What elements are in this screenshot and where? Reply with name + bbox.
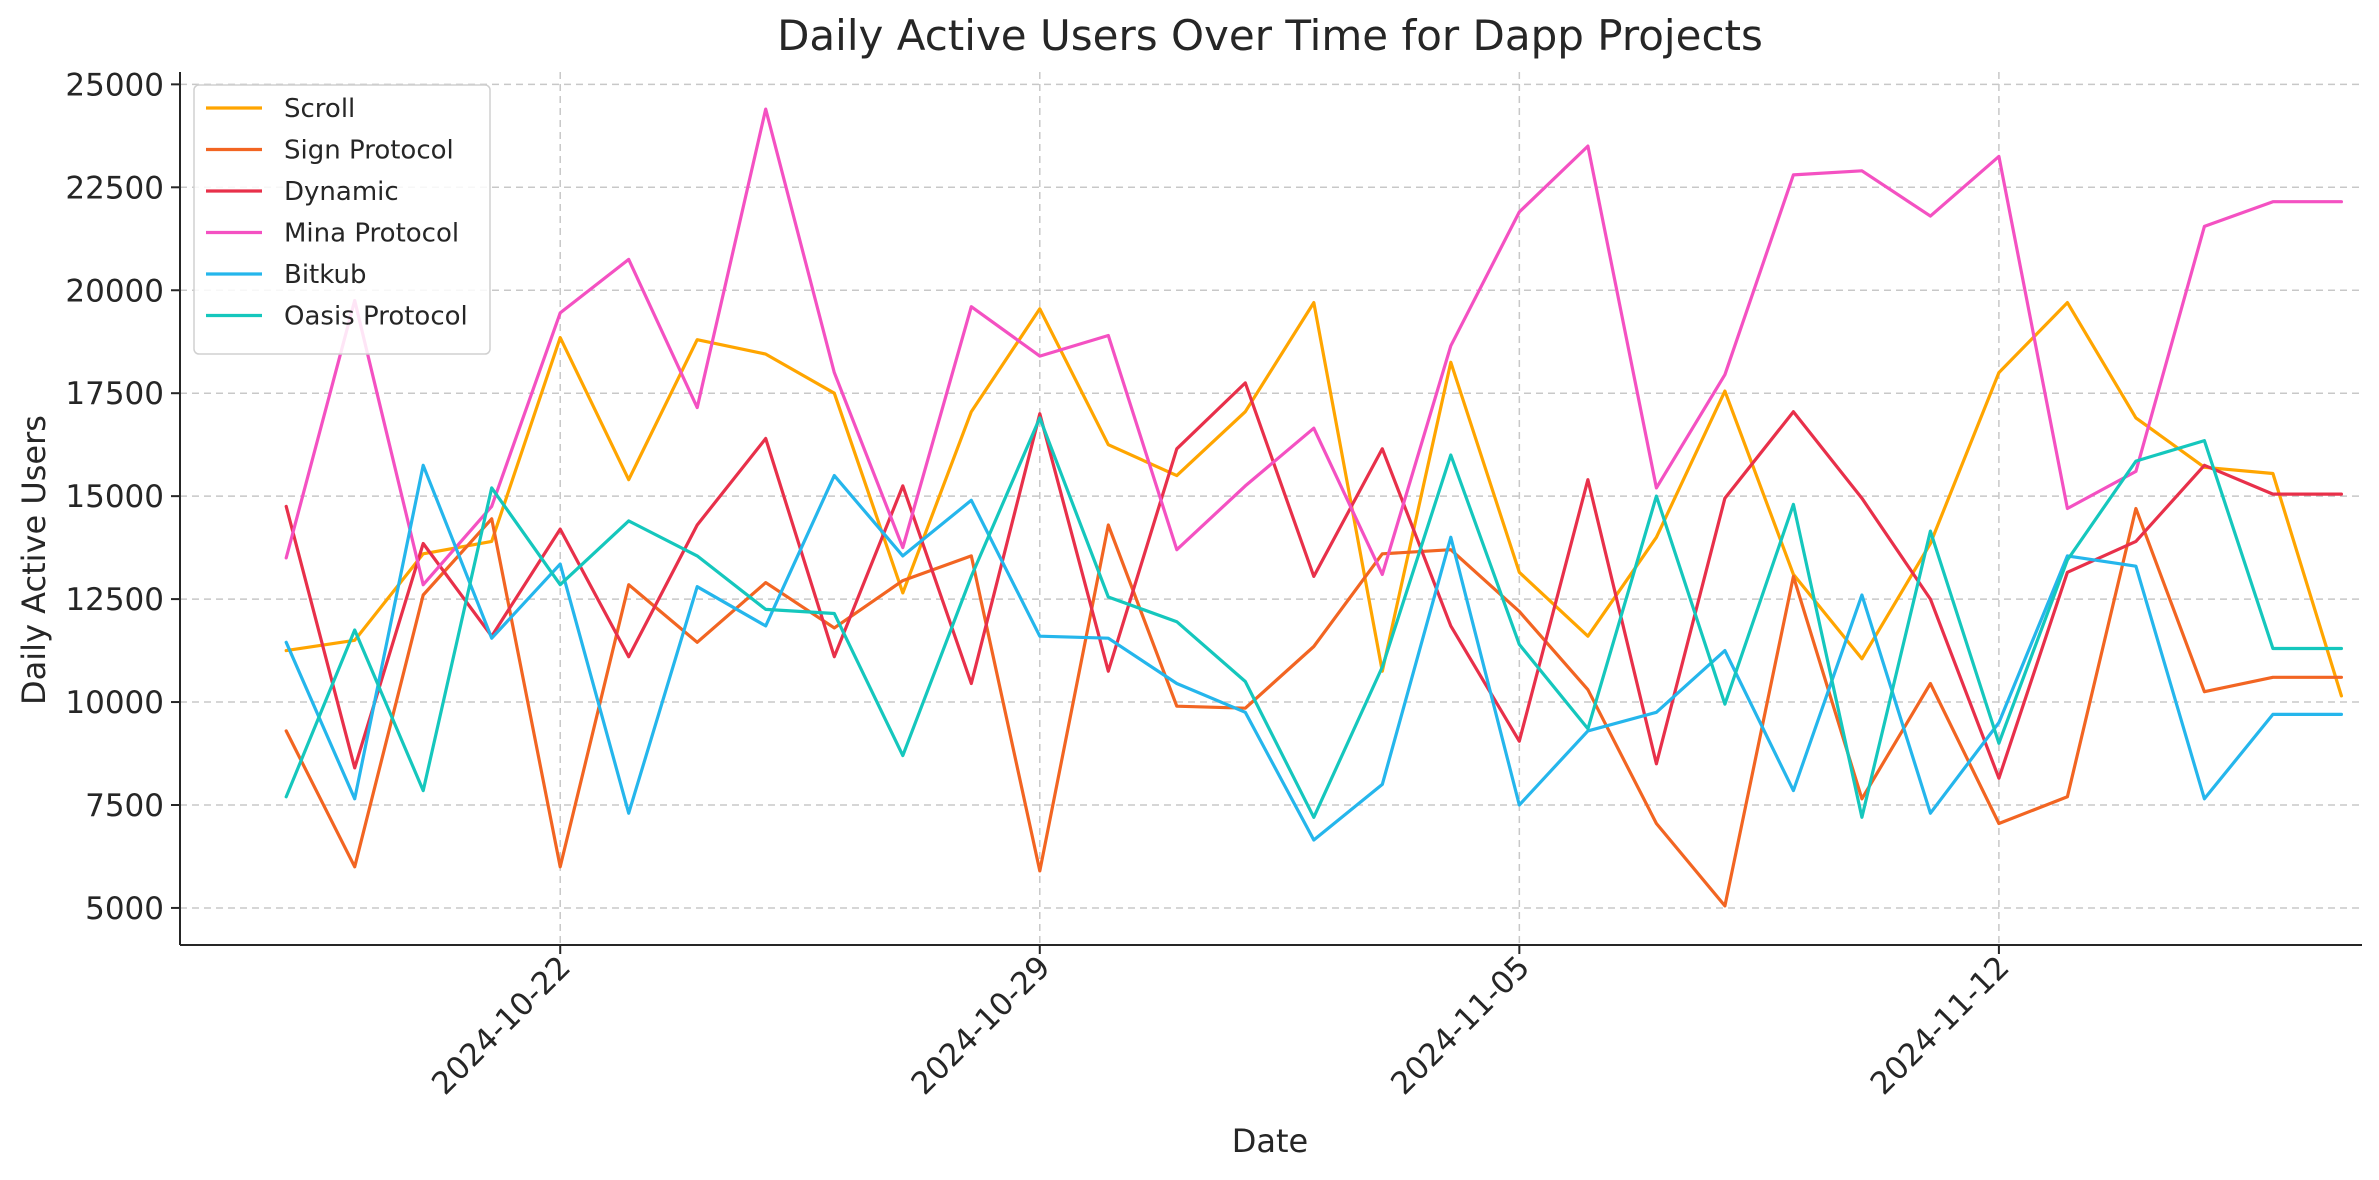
x-tick-label: 2024-11-12 [1864, 949, 2017, 1102]
grid-lines [180, 72, 2362, 945]
y-tick-label: 22500 [65, 170, 164, 206]
series-line-dynamic [284, 381, 2343, 780]
y-tick-label: 12500 [65, 582, 164, 618]
y-tick-label: 7500 [85, 788, 164, 824]
chart-title: Daily Active Users Over Time for Dapp Pr… [777, 11, 1763, 60]
legend-label: Sign Protocol [284, 136, 454, 166]
series-line-sign-protocol [284, 506, 2343, 908]
y-tick-label: 5000 [85, 891, 164, 927]
y-tick-label: 25000 [65, 67, 164, 103]
legend-label: Scroll [284, 94, 355, 124]
x-tick-label: 2024-10-22 [425, 949, 578, 1102]
y-tick-label: 17500 [65, 376, 164, 412]
series-line-scroll [284, 301, 2343, 698]
x-tick-label: 2024-10-29 [905, 949, 1058, 1102]
series-line-bitkub [284, 463, 2343, 842]
legend-label: Oasis Protocol [284, 302, 468, 332]
series-line-oasis-protocol [284, 416, 2343, 819]
y-axis-label: Daily Active Users [15, 415, 53, 705]
y-tick-label: 20000 [65, 273, 164, 309]
x-axis-label: Date [1232, 1122, 1308, 1160]
legend-label: Bitkub [284, 260, 367, 290]
legend-box [193, 84, 491, 355]
y-tick-label: 15000 [65, 479, 164, 515]
series-line-mina-protocol [284, 107, 2343, 587]
legend: Scroll Sign Protocol Dynamic Mina Protocol B… [193, 84, 491, 355]
series-lines [284, 107, 2343, 908]
legend-label: Dynamic [284, 177, 399, 207]
legend-label: Mina Protocol [284, 219, 459, 249]
y-tick-label: 10000 [65, 685, 164, 721]
x-tick-label: 2024-11-05 [1384, 949, 1537, 1102]
